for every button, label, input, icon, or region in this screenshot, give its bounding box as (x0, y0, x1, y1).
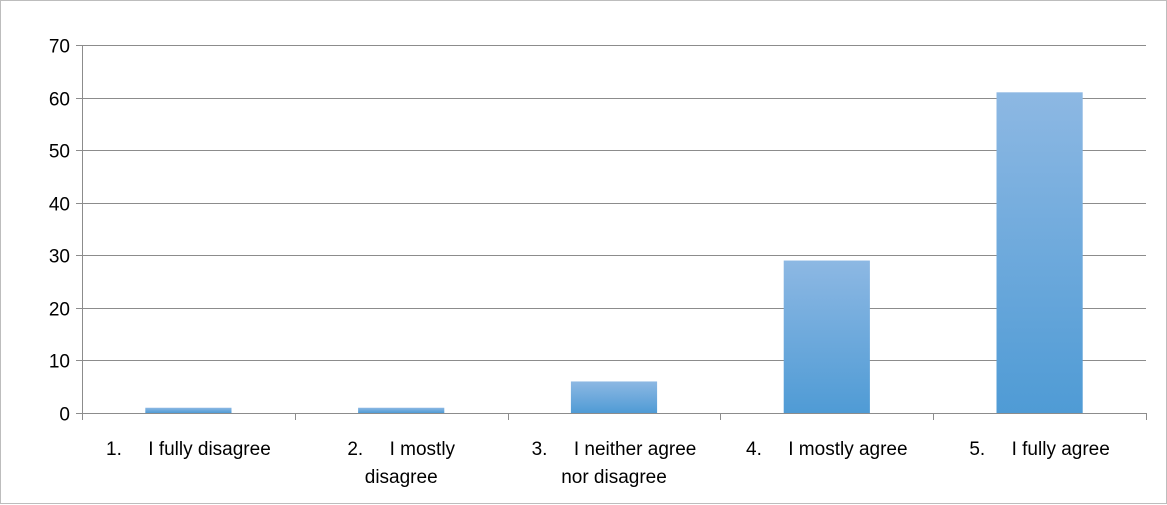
y-tick-label: 70 (49, 37, 70, 58)
tick-labels: 0 10 20 30 40 50 60 70 1. I fully disagree 2. I m… (49, 37, 1110, 489)
bar-2 (358, 407, 445, 413)
axes (76, 45, 1147, 420)
y-tick-label: 0 (59, 405, 70, 426)
bars (145, 92, 1083, 414)
y-tick-label: 40 (49, 195, 70, 216)
y-tick-label: 10 (49, 352, 70, 373)
y-tick-label: 20 (49, 300, 70, 321)
y-tick-label: 60 (49, 90, 70, 111)
x-tick-label: 2. I mostly disagree (347, 439, 455, 488)
x-tick-label: 3. I neither agree nor disagree (532, 439, 697, 488)
y-tick-label: 30 (49, 247, 70, 268)
bar-4 (783, 260, 870, 413)
x-tick-label: 4. I mostly agree (746, 439, 908, 460)
x-tick-label: 5. I fully agree (969, 439, 1109, 460)
x-tick-label: 1. I fully disagree (106, 439, 271, 460)
gridlines (82, 45, 1146, 361)
bar-3 (570, 381, 658, 413)
bar-1 (145, 407, 232, 413)
bar-5 (996, 92, 1083, 414)
y-tick-label: 50 (49, 142, 70, 163)
